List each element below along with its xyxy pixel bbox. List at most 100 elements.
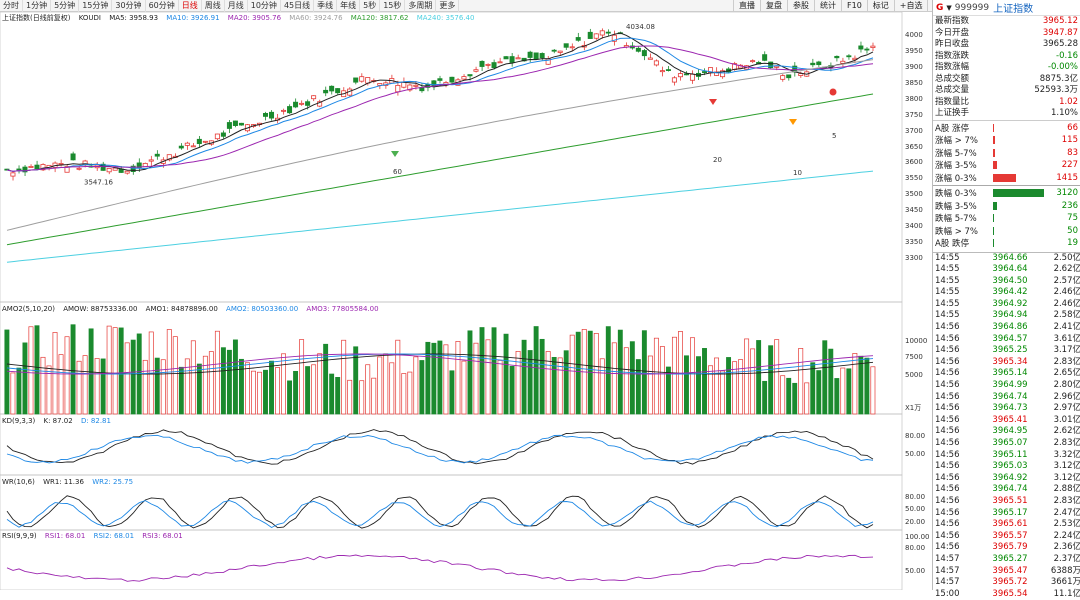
toolbar-button[interactable]: +自选: [894, 0, 928, 12]
amo-bar-up: [83, 356, 87, 414]
period-tab[interactable]: 月线: [225, 0, 248, 12]
distribution-row[interactable]: 跌幅 5-7%75: [933, 212, 1080, 225]
distribution-row[interactable]: 涨幅 5-7%83: [933, 147, 1080, 160]
tick-time: 14:56: [935, 508, 985, 520]
candle-down: [330, 86, 334, 91]
period-tab[interactable]: 季线: [314, 0, 337, 12]
period-tab[interactable]: 10分钟: [248, 0, 281, 12]
period-tab[interactable]: 年线: [337, 0, 360, 12]
tick-price: 3965.17: [985, 508, 1035, 520]
kd-title[interactable]: KD(9,3,3): [2, 417, 35, 425]
tick-time: 14:56: [935, 496, 985, 508]
distribution-label: 涨幅 0-3%: [935, 172, 993, 184]
amo-bar-up: [654, 338, 658, 414]
tick-time: 14:56: [935, 415, 985, 427]
distribution-count: 227: [1044, 160, 1078, 170]
period-tab[interactable]: 更多: [436, 0, 459, 12]
distribution-label: 跌幅 > 7%: [935, 225, 993, 237]
price-tick-label: 4000: [905, 31, 923, 39]
amo-bar-down: [197, 364, 201, 414]
distribution-bar: [993, 161, 997, 169]
period-tab[interactable]: 5分钟: [51, 0, 79, 12]
amo-bar-down: [221, 348, 225, 414]
distribution-row[interactable]: 涨幅 0-3%1415: [933, 172, 1080, 185]
tick-price: 3965.11: [985, 450, 1035, 462]
candle-up: [660, 71, 664, 72]
tick-volume: 2.53亿: [1035, 519, 1080, 531]
wr1-line: [7, 496, 873, 528]
amo-bar-down: [438, 341, 442, 414]
amo-bar-down: [636, 360, 640, 414]
amo-title[interactable]: AMO2(5,10,20): [2, 305, 55, 313]
tick-time: 14:56: [935, 531, 985, 543]
period-tab[interactable]: 周线: [202, 0, 225, 12]
toolbar-button[interactable]: 统计: [814, 0, 841, 12]
menu-arrow-icon[interactable]: ▼: [946, 4, 951, 12]
wr-tick-label: 50.00: [905, 505, 925, 513]
toolbar-button[interactable]: 参股: [787, 0, 814, 12]
distribution-row[interactable]: 涨幅 > 7%115: [933, 134, 1080, 147]
candle-down: [835, 56, 839, 57]
candle-up: [841, 61, 845, 63]
toolbar-button[interactable]: 复盘: [760, 0, 787, 12]
candle-up: [185, 143, 189, 145]
period-tab[interactable]: 日线: [179, 0, 202, 12]
amo-bar-up: [805, 383, 809, 414]
rsi-line: [7, 555, 873, 581]
indicator-name[interactable]: KOUDI: [79, 14, 101, 22]
tick-volume: 2.46亿: [1035, 299, 1080, 311]
period-tab[interactable]: 分时: [0, 0, 23, 12]
period-tab[interactable]: 1分钟: [23, 0, 51, 12]
candle-down: [155, 154, 159, 156]
toolbar-button[interactable]: F10: [841, 0, 867, 12]
distribution-count: 83: [1044, 148, 1078, 158]
candle-up: [11, 173, 15, 176]
toolbar-button[interactable]: 直播: [733, 0, 760, 12]
distribution-row[interactable]: 跌幅 0-3%3120: [933, 187, 1080, 200]
toolbar-button[interactable]: 标记: [867, 0, 894, 12]
amo-bar-up: [516, 351, 520, 414]
period-tab[interactable]: 多周期: [405, 0, 436, 12]
tick-volume: 3.12亿: [1035, 473, 1080, 485]
candle-up: [396, 85, 400, 91]
candle-down: [865, 49, 869, 50]
stat-value: 8875.3亿: [1040, 74, 1078, 86]
ma10-line: [7, 38, 873, 171]
rsi1-label: RSI1: 68.01: [45, 532, 85, 540]
stat-value: 1.02: [1059, 97, 1078, 109]
amo-bar-down: [5, 330, 9, 414]
amo-bar-up: [143, 360, 147, 414]
distribution-bar: [993, 214, 994, 222]
wr-title[interactable]: WR(10,6): [2, 478, 35, 486]
period-tab[interactable]: 60分钟: [146, 0, 179, 12]
amo-bar-up: [366, 365, 370, 414]
amo-bar-up: [318, 354, 322, 414]
amo-bar-down: [684, 356, 688, 414]
rsi-title[interactable]: RSI(9,9,9): [2, 532, 37, 540]
wr1-label: WR1: 11.36: [43, 478, 84, 486]
distribution-bar: [993, 189, 1044, 197]
price-tick-label: 3300: [905, 254, 923, 262]
distribution-row[interactable]: 涨幅 3-5%227: [933, 159, 1080, 172]
amo-legend: AMO2(5,10,20) AMOW: 88753336.00 AMO1: 84…: [2, 304, 385, 314]
amo-bar-up: [486, 340, 490, 414]
period-tab[interactable]: 15秒: [380, 0, 405, 12]
amo-bar-down: [865, 358, 869, 414]
period-tab[interactable]: 30分钟: [112, 0, 145, 12]
period-tab[interactable]: 45日线: [281, 0, 314, 12]
amo-bar-up: [59, 355, 63, 414]
distribution-row[interactable]: 跌幅 > 7%50: [933, 225, 1080, 238]
period-tab[interactable]: 15分钟: [79, 0, 112, 12]
period-tab[interactable]: 5秒: [360, 0, 380, 12]
tick-volume: 2.83亿: [1035, 496, 1080, 508]
distribution-row[interactable]: 跌幅 3-5%236: [933, 200, 1080, 213]
